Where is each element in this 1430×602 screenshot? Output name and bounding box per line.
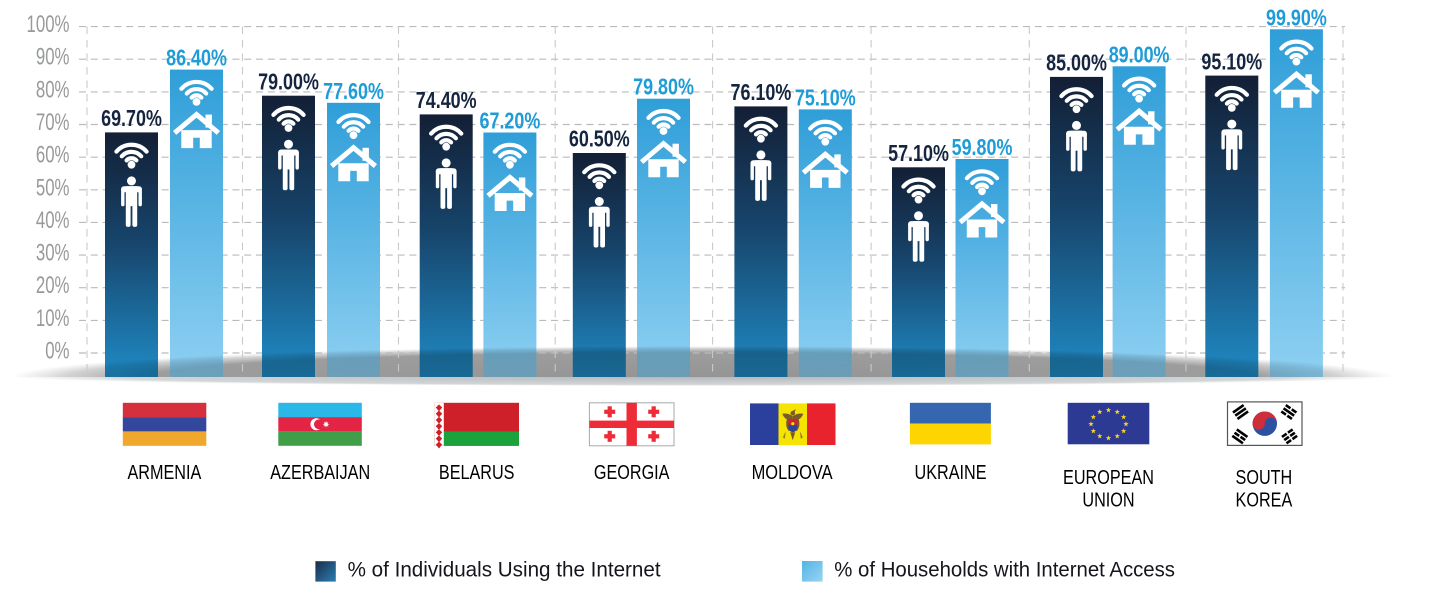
svg-text:0%: 0% <box>45 338 69 365</box>
svg-text:59.80%: 59.80% <box>952 134 1013 160</box>
svg-text:BELARUS: BELARUS <box>439 462 515 484</box>
svg-text:UKRAINE: UKRAINE <box>915 462 987 484</box>
svg-text:MOLDOVA: MOLDOVA <box>752 462 834 484</box>
svg-text:85.00%: 85.00% <box>1046 50 1107 76</box>
svg-text:SOUTH: SOUTH <box>1236 467 1293 489</box>
svg-text:EUROPEAN: EUROPEAN <box>1063 467 1154 489</box>
svg-text:% of Households with Internet: % of Households with Internet Access <box>834 558 1175 582</box>
svg-text:100%: 100% <box>27 11 70 38</box>
svg-text:76.10%: 76.10% <box>731 79 792 105</box>
svg-text:70%: 70% <box>36 109 70 136</box>
svg-text:79.00%: 79.00% <box>258 68 319 94</box>
svg-text:80%: 80% <box>36 76 70 103</box>
svg-text:77.60%: 77.60% <box>323 78 384 104</box>
svg-text:% of Individuals Using the Int: % of Individuals Using the Internet <box>348 557 661 581</box>
svg-text:KOREA: KOREA <box>1236 490 1293 512</box>
svg-text:10%: 10% <box>36 305 70 332</box>
svg-text:UNION: UNION <box>1082 490 1134 512</box>
svg-text:79.80%: 79.80% <box>633 74 694 100</box>
svg-text:60.50%: 60.50% <box>569 126 630 152</box>
svg-text:50%: 50% <box>36 174 70 201</box>
svg-text:89.00%: 89.00% <box>1109 41 1170 67</box>
svg-text:GEORGIA: GEORGIA <box>594 462 670 484</box>
svg-text:99.90%: 99.90% <box>1266 4 1327 30</box>
svg-text:30%: 30% <box>36 240 70 267</box>
svg-text:67.20%: 67.20% <box>480 108 541 134</box>
svg-text:75.10%: 75.10% <box>795 84 856 110</box>
svg-text:40%: 40% <box>36 207 70 234</box>
svg-text:69.70%: 69.70% <box>101 105 162 131</box>
svg-text:60%: 60% <box>36 142 70 169</box>
svg-text:ARMENIA: ARMENIA <box>128 462 202 484</box>
svg-text:95.10%: 95.10% <box>1201 48 1262 74</box>
svg-text:20%: 20% <box>36 272 70 299</box>
svg-text:74.40%: 74.40% <box>416 87 477 113</box>
svg-text:86.40%: 86.40% <box>166 45 227 71</box>
svg-text:AZERBAIJAN: AZERBAIJAN <box>270 462 370 484</box>
svg-text:90%: 90% <box>36 44 70 71</box>
svg-text:57.10%: 57.10% <box>888 140 949 166</box>
